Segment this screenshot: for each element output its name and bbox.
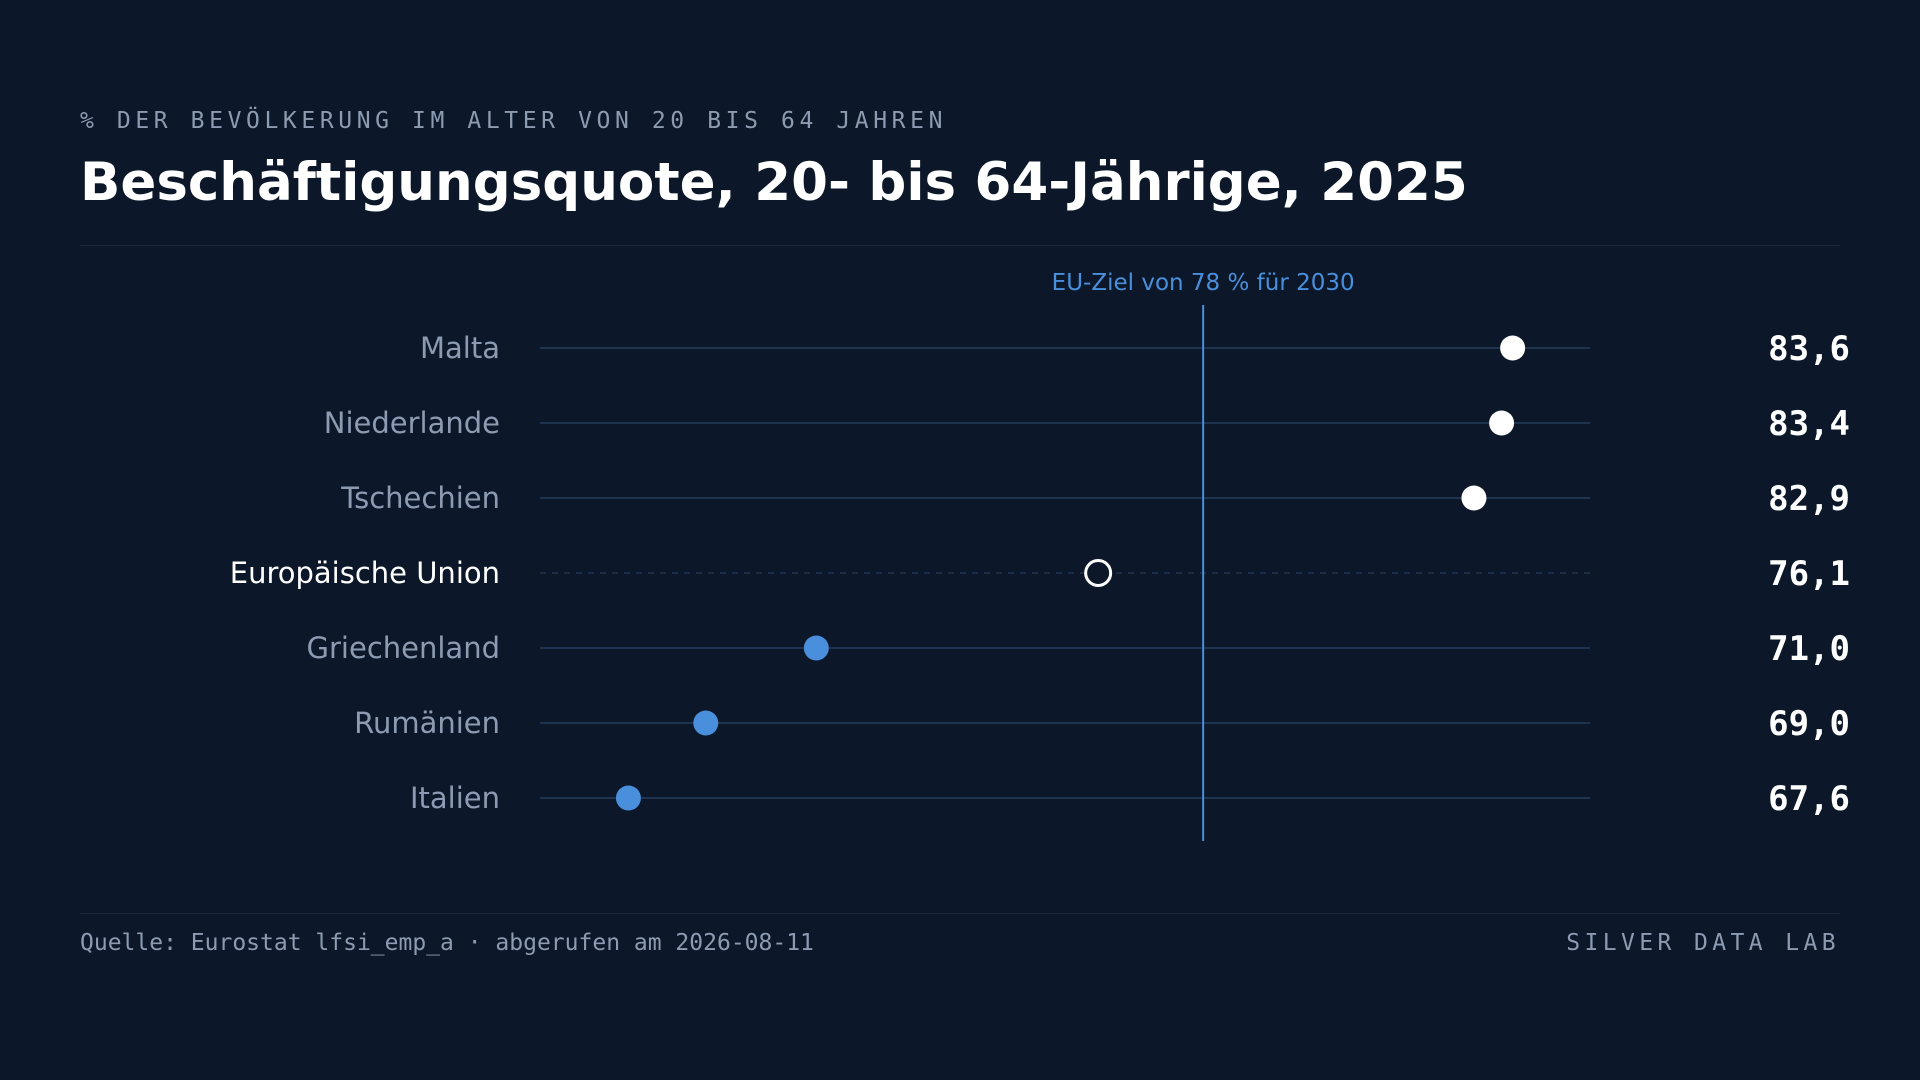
value-label: 71,0 bbox=[1768, 629, 1850, 669]
data-point bbox=[1500, 335, 1526, 361]
value-label: 69,0 bbox=[1768, 704, 1850, 744]
target-reference-label: EU-Ziel von 78 % für 2030 bbox=[1052, 270, 1355, 296]
value-label: 83,6 bbox=[1768, 329, 1850, 369]
value-label: 67,6 bbox=[1768, 779, 1850, 819]
category-label: Niederlande bbox=[324, 406, 500, 440]
footer-divider bbox=[80, 913, 1840, 914]
chart-title: Beschäftigungsquote, 20- bis 64-Jährige,… bbox=[80, 152, 1468, 213]
category-label: Malta bbox=[420, 331, 500, 365]
chart-kicker: % DER BEVÖLKERUNG IM ALTER VON 20 BIS 64… bbox=[80, 108, 948, 134]
value-label: 82,9 bbox=[1768, 479, 1850, 519]
value-label: 76,1 bbox=[1768, 554, 1850, 594]
dot-plot-chart: EU-Ziel von 78 % für 2030 Malta 83,6 Nieder… bbox=[230, 270, 1850, 841]
brand-label: SILVER DATA LAB bbox=[1566, 930, 1840, 956]
data-point bbox=[1461, 485, 1487, 511]
source-note: Quelle: Eurostat lfsi_emp_a · abgerufen … bbox=[80, 930, 814, 956]
category-label: Europäische Union bbox=[230, 556, 500, 590]
data-point bbox=[693, 710, 719, 736]
data-point bbox=[615, 785, 641, 811]
category-label: Griechenland bbox=[307, 631, 500, 665]
data-point-aggregate bbox=[1084, 559, 1113, 587]
data-point bbox=[1489, 410, 1515, 436]
category-label: Tschechien bbox=[340, 481, 500, 515]
category-label: Rumänien bbox=[354, 706, 500, 740]
data-point bbox=[803, 635, 829, 661]
value-label: 83,4 bbox=[1768, 404, 1850, 444]
category-label: Italien bbox=[410, 781, 500, 815]
header-divider bbox=[80, 245, 1840, 246]
